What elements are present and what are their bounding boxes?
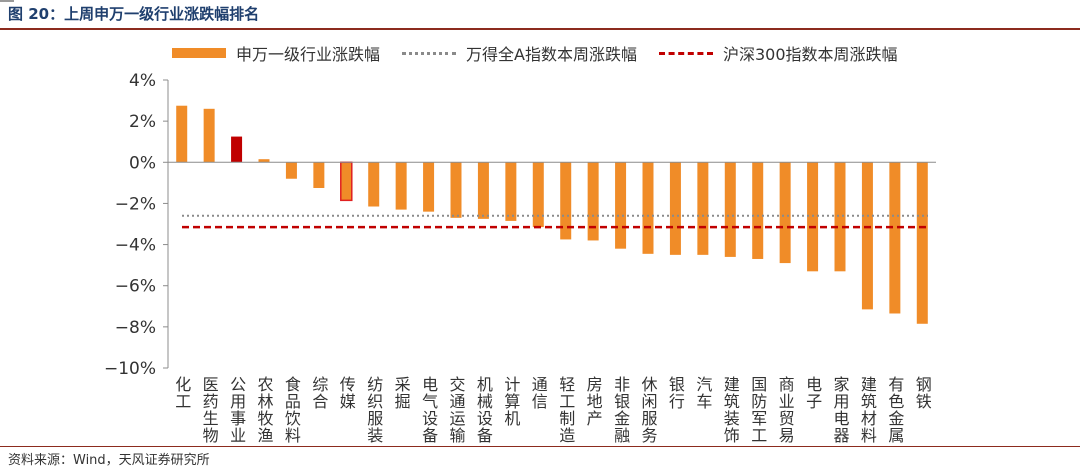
bar-17	[615, 162, 627, 249]
chart-legend: 申万一级行业涨跌幅 万得全A指数本周涨跌幅 沪深300指数本周涨跌幅	[172, 40, 898, 66]
legend-label-wind-a: 万得全A指数本周涨跌幅	[466, 45, 637, 64]
bar-3	[231, 136, 243, 163]
bar-25	[834, 162, 846, 272]
bar-8	[368, 162, 380, 207]
category-label: 钢铁	[913, 376, 932, 410]
bar-18	[642, 162, 654, 254]
category-label: 建筑装饰	[721, 376, 740, 444]
bar-28	[916, 162, 928, 324]
corner-mark	[0, 0, 14, 2]
category-label: 交通运输	[447, 376, 466, 444]
category-label: 电子	[803, 376, 822, 410]
legend-swatch-dotted-line	[402, 51, 457, 55]
y-tick-label: 4%	[129, 71, 156, 91]
legend-item-bars: 申万一级行业涨跌幅	[172, 41, 380, 65]
bar-11	[450, 162, 462, 218]
bar-5	[285, 162, 297, 179]
category-label: 商业贸易	[776, 376, 795, 444]
category-label: 休闲服务	[639, 376, 658, 444]
category-label: 电气设备	[419, 376, 438, 444]
bar-10	[423, 162, 435, 212]
bar-20	[697, 162, 709, 255]
category-label: 建筑材料	[858, 376, 877, 444]
bar-2	[203, 108, 215, 163]
legend-label-bars: 申万一级行业涨跌幅	[236, 45, 381, 64]
legend-label-hs300: 沪深300指数本周涨跌幅	[722, 45, 898, 64]
bar-12	[477, 162, 489, 219]
title-rule	[0, 28, 1080, 30]
category-label: 采掘	[392, 376, 411, 410]
bar-14	[532, 162, 544, 228]
bar-6	[313, 162, 325, 188]
source-note: 资料来源：Wind，天风证券研究所	[8, 453, 210, 468]
category-label: 农林牧渔	[255, 376, 274, 444]
legend-item-hs300: 沪深300指数本周涨跌幅	[658, 41, 898, 65]
footer-rule	[0, 446, 1080, 447]
category-label: 综合	[309, 376, 328, 410]
y-tick-label: −8%	[115, 318, 156, 338]
bar-9	[395, 162, 407, 210]
bar-19	[669, 162, 681, 255]
y-tick-label: −10%	[104, 359, 156, 379]
category-label: 房地产	[584, 376, 603, 427]
legend-swatch-bar	[172, 48, 226, 58]
bar-16	[587, 162, 599, 241]
bar-24	[807, 162, 819, 272]
category-label: 非银金融	[611, 376, 630, 444]
figure-title: 图 20：上周申万一级行业涨跌幅排名	[8, 5, 260, 23]
category-label: 纺织服装	[364, 376, 383, 444]
bar-27	[889, 162, 901, 314]
y-tick-label: 0%	[129, 153, 156, 173]
category-label: 计算机	[501, 376, 520, 427]
bar-26	[861, 162, 873, 310]
y-tick-label: −2%	[115, 194, 156, 214]
bar-22	[752, 162, 764, 259]
bar-1	[176, 105, 188, 163]
legend-item-wind-a: 万得全A指数本周涨跌幅	[402, 41, 637, 65]
bar-chart: 4% 2% 0% −2% −4% −6% −8% −10% 化工 医药生物 公用事业 农林牧渔 食品饮料…	[104, 71, 936, 444]
category-label: 化工	[172, 376, 191, 410]
y-tick-label: −6%	[115, 277, 156, 297]
bar-7	[340, 161, 353, 202]
category-label: 通信	[529, 376, 548, 410]
bar-21	[724, 162, 736, 257]
bar-15	[560, 162, 572, 240]
bar-4	[258, 159, 270, 163]
y-tick-label: 2%	[129, 112, 156, 132]
category-label: 国防军工	[748, 376, 767, 444]
category-label: 传媒	[337, 376, 356, 410]
category-label: 公用事业	[227, 376, 246, 444]
legend-swatch-dashed-line	[658, 51, 713, 55]
category-label: 医药生物	[200, 376, 219, 444]
category-label: 汽车	[693, 376, 712, 410]
category-label: 银行	[666, 376, 685, 410]
category-label: 食品饮料	[282, 376, 301, 444]
bar-23	[779, 162, 791, 264]
category-label: 机械设备	[474, 376, 493, 444]
bar-13	[505, 162, 517, 221]
category-label: 有色金属	[885, 376, 904, 444]
category-label: 轻工制造	[556, 376, 575, 444]
category-label: 家用电器	[831, 376, 850, 444]
y-tick-label: −4%	[115, 236, 156, 256]
